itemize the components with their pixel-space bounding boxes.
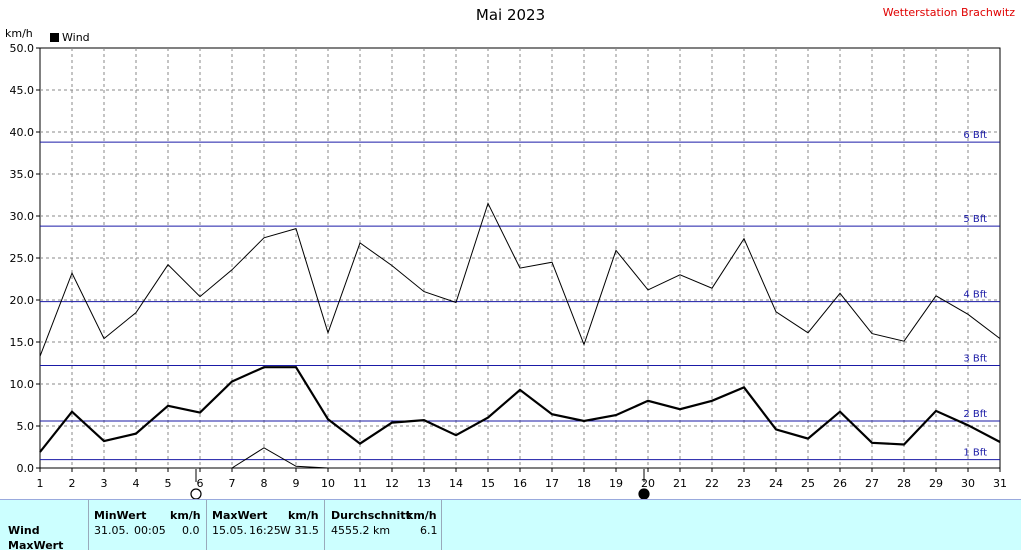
y-tick-label: 45.0	[10, 84, 35, 97]
x-tick-label: 11	[353, 477, 367, 490]
grid	[39, 47, 1001, 469]
min-date: 31.05.	[94, 524, 129, 537]
x-tick-label: 10	[321, 477, 335, 490]
series-line-mean	[39, 366, 1001, 453]
x-tick-label: 13	[417, 477, 431, 490]
x-tick-label: 3	[101, 477, 108, 490]
y-unit-label: km/h	[5, 27, 33, 40]
x-tick-label: 15	[481, 477, 495, 490]
x-tick-label: 20	[641, 477, 655, 490]
stats-separator	[206, 500, 207, 550]
x-tick-label: 17	[545, 477, 559, 490]
max-header: MaxWert	[212, 509, 268, 522]
x-tick-label: 2	[69, 477, 76, 490]
y-tick-label: 50.0	[10, 42, 35, 55]
x-tick-label: 29	[929, 477, 943, 490]
wind-chart: 1 Bft 2 Bft 3 Bft 4 Bft 5 Bft 6 Bft 0.0 5.0 10.…	[10, 42, 1008, 500]
new-moon-icon	[638, 488, 650, 500]
x-tick-label: 22	[705, 477, 719, 490]
x-tick-label: 27	[865, 477, 879, 490]
x-tick-label: 6	[197, 477, 204, 490]
station-name: Wetterstation Brachwitz	[882, 6, 1015, 19]
legend-swatch	[50, 33, 59, 42]
x-tick-label: 14	[449, 477, 463, 490]
min-time: 00:05	[134, 524, 166, 537]
x-tick-label: 19	[609, 477, 623, 490]
legend: Wind	[50, 31, 90, 44]
y-tick-label: 30.0	[10, 210, 35, 223]
beaufort-label: 4 Bft	[963, 290, 987, 301]
stats-row-label: MaxWert	[8, 539, 64, 550]
x-tick-label: 8	[261, 477, 268, 490]
avg-header: Durchschnitt	[331, 509, 411, 522]
x-tick-label: 28	[897, 477, 911, 490]
y-tick-label: 5.0	[17, 420, 35, 433]
x-tick-label: 7	[229, 477, 236, 490]
x-tick-label: 5	[165, 477, 172, 490]
axes: 0.0 5.0 10.0 15.0 20.0 25.0 30.0 35.0 40.0 45.0 50…	[10, 42, 1008, 490]
beaufort-label: 3 Bft	[963, 354, 987, 365]
y-tick-label: 25.0	[10, 252, 35, 265]
x-tick-label: 23	[737, 477, 751, 490]
max-unit-header: km/h	[288, 509, 319, 522]
x-tick-label: 24	[769, 477, 783, 490]
x-tick-label: 25	[801, 477, 815, 490]
stats-separator	[88, 500, 89, 550]
y-tick-label: 15.0	[10, 336, 35, 349]
x-tick-label: 21	[673, 477, 687, 490]
stats-row-label: Wind	[8, 524, 40, 537]
beaufort-label: 6 Bft	[963, 130, 987, 141]
avg-value: 6.1	[420, 524, 438, 537]
stats-separator	[324, 500, 325, 550]
series	[39, 202, 1001, 469]
y-tick-label: 35.0	[10, 168, 35, 181]
avg-distance: 4555.2 km	[331, 524, 391, 537]
full-moon-icon	[190, 488, 202, 500]
min-value: 0.0	[182, 524, 200, 537]
max-time: 16:25	[249, 524, 281, 537]
y-tick-label: 10.0	[10, 378, 35, 391]
y-tick-label: 20.0	[10, 294, 35, 307]
x-tick-label: 26	[833, 477, 847, 490]
max-value: W 31.5	[280, 524, 319, 537]
x-tick-label: 9	[293, 477, 300, 490]
beaufort-lines: 1 Bft 2 Bft 3 Bft 4 Bft 5 Bft 6 Bft	[40, 130, 1000, 461]
legend-label: Wind	[62, 31, 90, 44]
x-tick-label: 30	[961, 477, 975, 490]
stats-separator	[441, 500, 442, 550]
series-line-max	[39, 202, 1001, 357]
x-tick-label: 16	[513, 477, 527, 490]
beaufort-label: 2 Bft	[963, 409, 987, 420]
y-tick-label: 0.0	[17, 462, 35, 475]
series-line-min	[231, 447, 329, 469]
chart-title: Mai 2023	[475, 6, 546, 24]
x-tick-label: 1	[37, 477, 44, 490]
beaufort-label: 1 Bft	[963, 448, 987, 459]
stats-panel: Wind MaxWert MinWert km/h 31.05. 00:05 0…	[0, 499, 1021, 550]
min-header: MinWert	[94, 509, 147, 522]
max-date: 15.05.	[212, 524, 247, 537]
y-tick-label: 40.0	[10, 126, 35, 139]
x-tick-label: 18	[577, 477, 591, 490]
x-tick-label: 12	[385, 477, 399, 490]
x-tick-label: 31	[993, 477, 1007, 490]
avg-unit-header: km/h	[406, 509, 437, 522]
min-unit-header: km/h	[170, 509, 201, 522]
x-tick-label: 4	[133, 477, 140, 490]
beaufort-label: 5 Bft	[963, 214, 987, 225]
